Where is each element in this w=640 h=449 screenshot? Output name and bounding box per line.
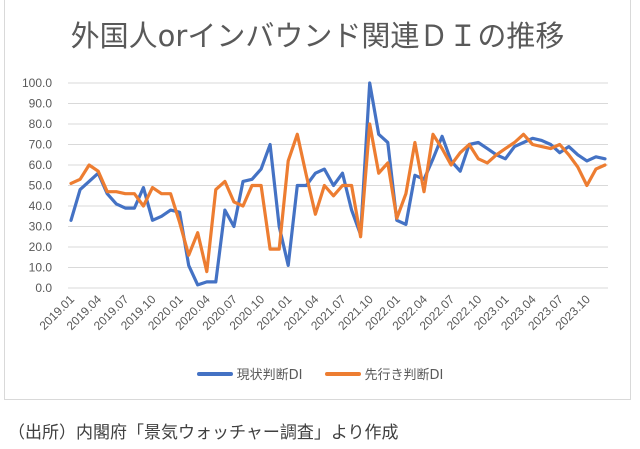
y-tick-label: 80.0	[29, 117, 53, 131]
y-tick-label: 0.0	[35, 281, 52, 295]
legend: 現状判断DI 先行き判断DI	[0, 364, 640, 383]
legend-swatch-outlook	[324, 371, 361, 376]
y-tick-label: 50.0	[29, 179, 53, 193]
legend-swatch-current	[196, 371, 233, 376]
chart-title: 外国人orインバウンド関連ＤＩの推移	[70, 19, 565, 53]
series-line-outlook	[69, 122, 607, 274]
y-tick-label: 70.0	[29, 138, 53, 152]
y-tick-label: 90.0	[29, 97, 53, 111]
y-tick-label: 30.0	[29, 220, 53, 234]
y-tick-label: 60.0	[29, 158, 53, 172]
legend-label-outlook: 先行き判断DI	[364, 368, 444, 383]
x-axis-ticks: 2019.012019.042019.072019.102020.012020.…	[37, 292, 594, 333]
legend-item-outlook[interactable]: 先行き判断DI	[324, 364, 444, 383]
series-lines	[69, 81, 607, 287]
y-axis-ticks: 0.0 10.0 20.0 30.0 40.0 50.0 60.0 70.0 80.0 90.0 1…	[22, 76, 52, 295]
y-tick-label: 20.0	[29, 240, 53, 254]
legend-label-current: 現状判断DI	[236, 368, 303, 383]
y-tick-label: 40.0	[29, 199, 53, 213]
source-note: （出所）内閣府「景気ウォッチャー調査」より作成	[8, 423, 399, 443]
y-tick-label: 10.0	[29, 261, 53, 275]
chart-frame: 外国人orインバウンド関連ＤＩの推移	[4, 0, 631, 400]
legend-item-current[interactable]: 現状判断DI	[196, 364, 303, 383]
y-tick-label: 100.0	[22, 76, 52, 90]
series-line-current	[69, 81, 607, 287]
gridlines	[68, 82, 608, 289]
